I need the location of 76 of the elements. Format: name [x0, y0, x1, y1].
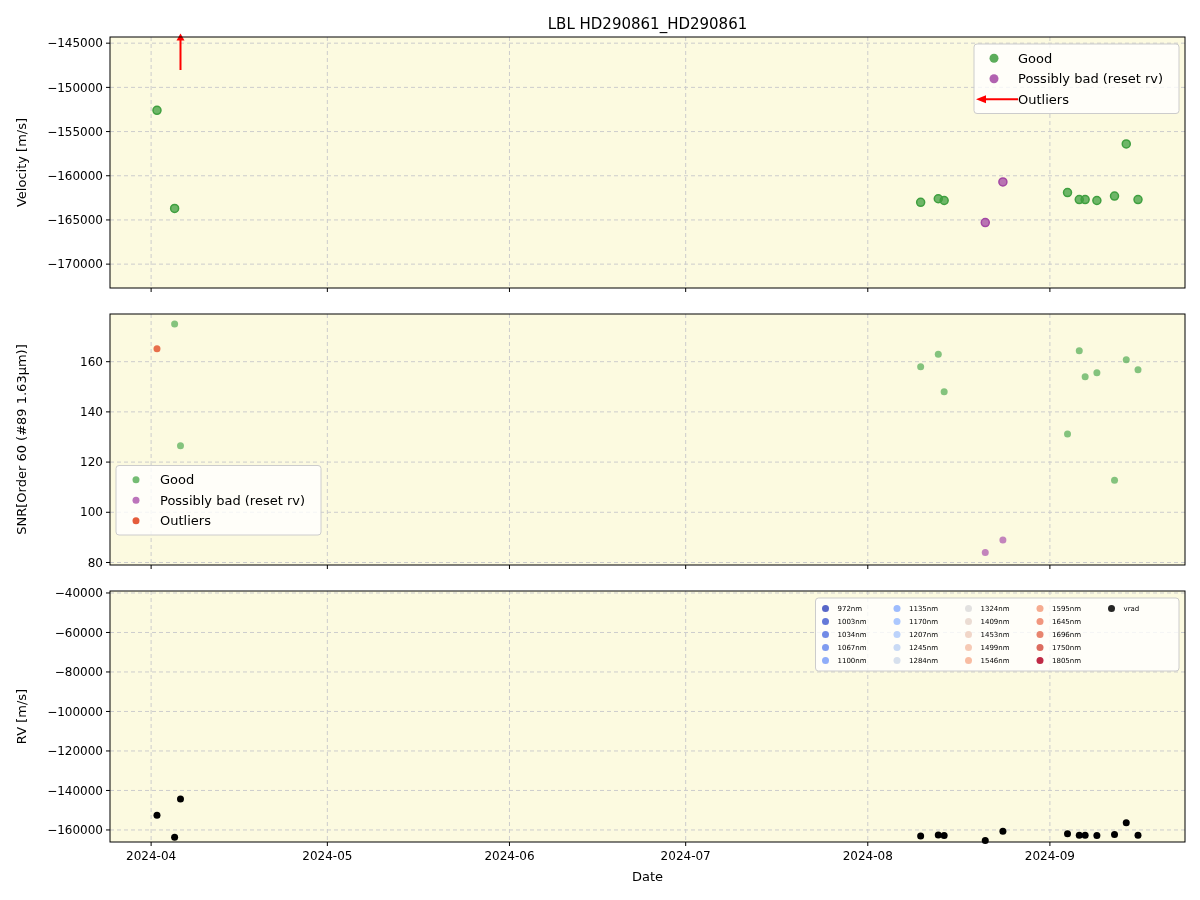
x-tick-label: 2024-09 — [1024, 849, 1075, 863]
point — [1111, 476, 1119, 484]
x-tick-label: 2024-07 — [660, 849, 711, 863]
point — [1075, 347, 1083, 355]
point — [1080, 194, 1090, 205]
point — [1064, 830, 1072, 838]
y-tick-label: −60000 — [54, 625, 103, 640]
y-axis-title: Velocity [m/s] — [14, 117, 29, 208]
point — [1081, 373, 1089, 381]
point — [999, 536, 1007, 544]
point — [917, 832, 925, 840]
legend-label: Outliers — [1018, 91, 1070, 107]
point — [980, 217, 991, 228]
y-tick-label: −160000 — [47, 168, 103, 183]
x-axis-title: Date — [631, 869, 664, 884]
point — [176, 442, 184, 450]
point — [152, 105, 162, 116]
legend-label: Possibly bad (reset rv) — [160, 492, 306, 508]
y-tick-label: −140000 — [47, 783, 103, 798]
point — [1093, 369, 1101, 377]
point — [915, 197, 926, 208]
y-axis-title: SNR[Order 60 (#89 1.63μm)] — [14, 344, 29, 535]
legend-label: Outliers — [160, 513, 212, 529]
y-tick-label: −40000 — [54, 586, 103, 601]
y-tick-label: −155000 — [47, 124, 103, 139]
point — [169, 203, 180, 214]
point — [1062, 187, 1073, 198]
point — [1133, 194, 1143, 205]
y-tick-label: −165000 — [47, 213, 103, 228]
point — [940, 831, 948, 839]
point — [1075, 831, 1083, 839]
point — [1109, 191, 1120, 201]
x-tick-label: 2024-06 — [484, 849, 535, 863]
point — [917, 363, 925, 371]
point — [940, 388, 948, 396]
point — [153, 345, 161, 353]
point — [1134, 366, 1142, 374]
point — [1092, 195, 1102, 206]
y-tick-label: 120 — [80, 455, 103, 470]
point — [1064, 430, 1072, 438]
y-tick-label: 80 — [87, 555, 103, 570]
point — [934, 350, 942, 358]
point — [939, 195, 949, 206]
legend-label: Good — [1018, 50, 1053, 66]
point — [1121, 139, 1132, 149]
x-tick-label: 2024-04 — [126, 849, 177, 863]
point — [1134, 831, 1142, 839]
point — [998, 177, 1008, 187]
legend-label: Possibly bad (reset rv) — [1018, 71, 1164, 87]
legend-label: Good — [160, 472, 195, 488]
point — [934, 831, 942, 839]
point — [981, 548, 989, 556]
y-tick-label: 160 — [80, 354, 103, 369]
point — [1122, 819, 1130, 827]
y-tick-label: −120000 — [47, 744, 103, 759]
point — [171, 833, 179, 841]
y-tick-label: 140 — [80, 405, 103, 420]
point — [1111, 831, 1119, 838]
x-tick-label: 2024-08 — [842, 849, 893, 863]
y-tick-label: −160000 — [47, 823, 103, 838]
y-tick-label: −145000 — [47, 36, 103, 51]
point — [1093, 831, 1101, 839]
y-tick-label: −150000 — [47, 80, 103, 95]
point — [999, 827, 1007, 835]
point — [1122, 356, 1130, 364]
chart-title: LBL HD290861_HD290861 — [547, 15, 748, 34]
y-tick-label: 100 — [80, 505, 103, 520]
point — [176, 795, 184, 803]
point — [153, 811, 161, 819]
y-tick-label: −80000 — [54, 665, 103, 680]
x-tick-label: 2024-05 — [302, 849, 353, 863]
y-tick-label: −170000 — [47, 257, 103, 272]
y-axis-title: RV [m/s] — [14, 688, 29, 745]
point — [171, 320, 179, 328]
point — [1081, 831, 1089, 839]
y-tick-label: −100000 — [47, 704, 103, 719]
